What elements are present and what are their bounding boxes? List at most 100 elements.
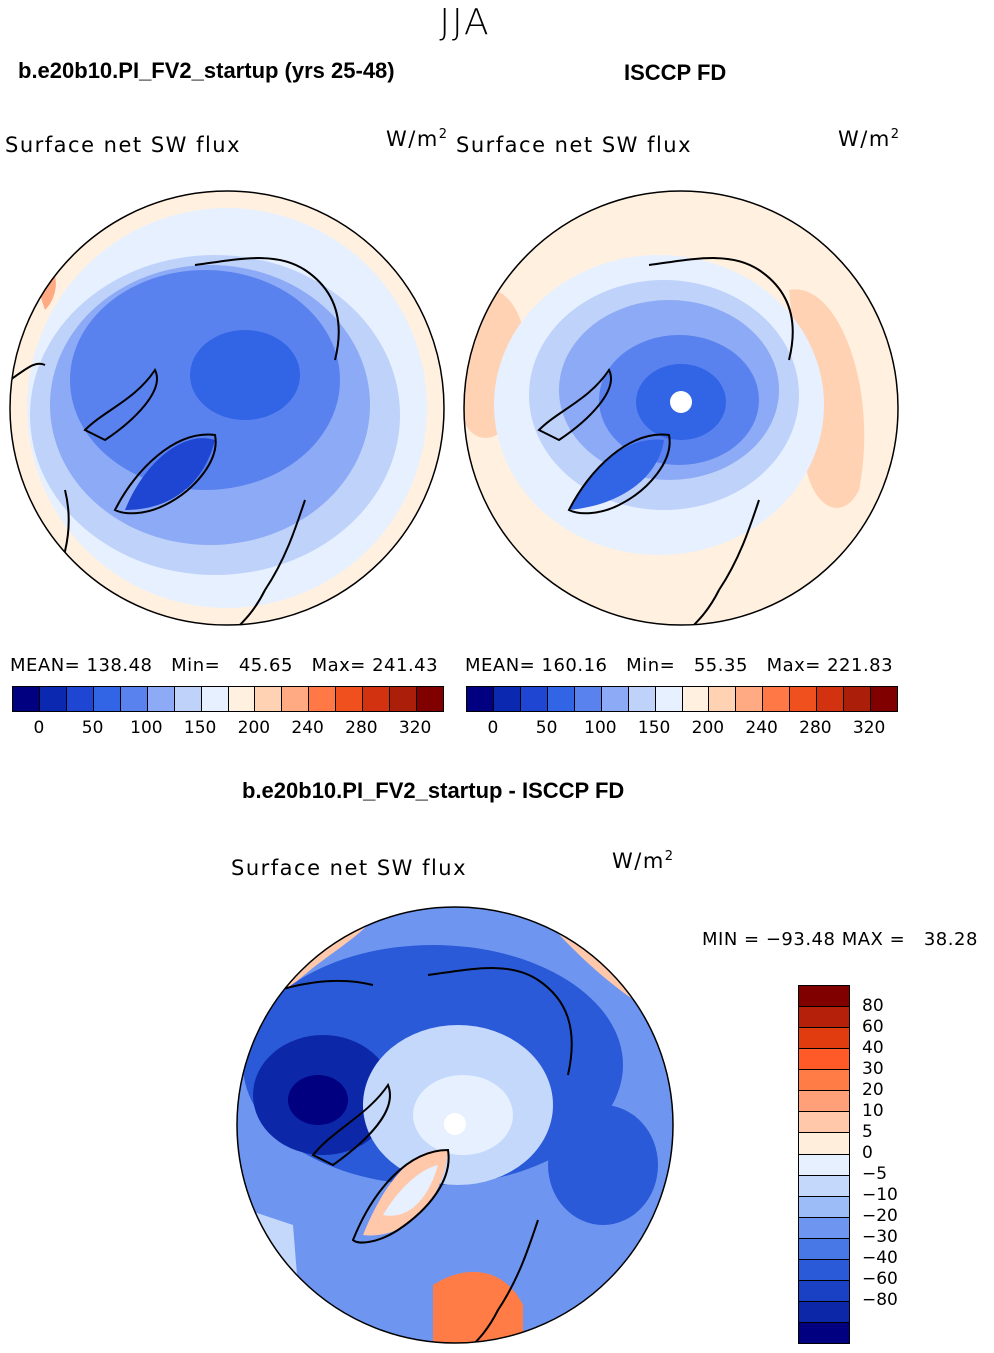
obs-colorbar — [466, 686, 898, 712]
colorbar-tick-label: 200 — [691, 718, 725, 738]
diff-units-label: W/m2 — [612, 849, 675, 873]
colorbar-swatch — [493, 687, 521, 711]
colorbar-swatch — [817, 687, 845, 711]
obs-title: ISCCP FD — [624, 60, 727, 85]
right-stats: MEAN= 160.16 Min= 55.35 Max= 221.83 — [465, 655, 894, 676]
colorbar-swatch — [799, 1280, 849, 1302]
colorbar-swatch — [363, 687, 391, 711]
colorbar-swatch — [336, 687, 364, 711]
colorbar-tick-label: −40 — [862, 1248, 898, 1268]
colorbar-swatch — [799, 1259, 849, 1281]
colorbar-swatch — [255, 687, 283, 711]
colorbar-tick-label: −10 — [862, 1185, 898, 1205]
colorbar-swatch — [201, 687, 229, 711]
right-variable-label: Surface net SW flux — [456, 133, 693, 157]
colorbar-swatch — [682, 687, 710, 711]
left-stats: MEAN= 138.48 Min= 45.65 Max= 241.43 — [10, 655, 439, 676]
colorbar-swatch — [520, 687, 548, 711]
colorbar-tick-label: 50 — [535, 718, 558, 738]
colorbar-swatch — [709, 687, 737, 711]
colorbar-tick-label: −20 — [862, 1206, 898, 1226]
colorbar-tick-label: 240 — [291, 718, 324, 738]
colorbar-tick-label: 50 — [81, 718, 104, 738]
colorbar-swatch — [799, 1070, 849, 1092]
model-polar-map — [9, 190, 445, 626]
colorbar-swatch — [93, 687, 121, 711]
colorbar-tick-label: 320 — [398, 718, 432, 738]
map-border — [236, 906, 674, 1344]
difference-colorbar — [798, 985, 850, 1344]
left-units-label: W/m2 — [386, 127, 449, 151]
difference-title: b.e20b10.PI_FV2_startup - ISCCP FD — [242, 778, 625, 803]
colorbar-swatch — [799, 1091, 849, 1113]
colorbar-swatch — [799, 1028, 849, 1050]
colorbar-tick-label: −60 — [862, 1269, 898, 1289]
colorbar-tick-label: 150 — [637, 718, 671, 738]
colorbar-swatch — [574, 687, 602, 711]
colorbar-swatch — [736, 687, 764, 711]
diff-min-max: MIN = −93.48 MAX = 38.28 — [702, 929, 978, 950]
missing-data-pole — [444, 1113, 466, 1135]
colorbar-tick-label: 200 — [237, 718, 271, 738]
colorbar-swatch — [799, 1112, 849, 1134]
missing-data-pole — [670, 391, 692, 413]
colorbar-tick-label: 280 — [345, 718, 378, 738]
colorbar-tick-label: 240 — [745, 718, 778, 738]
colorbar-swatch — [13, 687, 40, 711]
colorbar-tick-label: 0 — [33, 718, 45, 738]
colorbar-swatch — [763, 687, 791, 711]
colorbar-swatch — [799, 1154, 849, 1176]
map-border — [9, 190, 445, 626]
colorbar-swatch — [799, 1217, 849, 1239]
colorbar-swatch — [790, 687, 818, 711]
colorbar-swatch — [799, 1133, 849, 1155]
diff-variable-label: Surface net SW flux — [231, 856, 468, 880]
map-border — [463, 190, 899, 626]
colorbar-tick-label: 320 — [852, 718, 886, 738]
colorbar-swatch — [628, 687, 656, 711]
model-case-title: b.e20b10.PI_FV2_startup (yrs 25-48) — [18, 58, 395, 83]
colorbar-swatch — [390, 687, 418, 711]
colorbar-swatch — [282, 687, 310, 711]
coastlines — [537, 257, 794, 625]
colorbar-swatch — [174, 687, 202, 711]
colorbar-swatch — [547, 687, 575, 711]
colorbar-swatch — [147, 687, 175, 711]
colorbar-tick-label: 280 — [799, 718, 832, 738]
obs-polar-map — [463, 190, 899, 626]
map-fill-deep-blue — [190, 330, 300, 420]
model-colorbar — [12, 686, 444, 712]
left-variable-label: Surface net SW flux — [5, 133, 242, 157]
colorbar-tick-label: 30 — [862, 1059, 884, 1079]
colorbar-tick-label: 5 — [862, 1122, 873, 1142]
colorbar-tick-label: 100 — [584, 718, 617, 738]
colorbar-tick-label: 0 — [487, 718, 499, 738]
colorbar-tick-label: 10 — [862, 1101, 884, 1121]
colorbar-swatch — [799, 1238, 849, 1260]
colorbar-swatch — [871, 687, 897, 711]
colorbar-swatch — [601, 687, 629, 711]
greenland-fill — [125, 438, 215, 510]
colorbar-tick-label: 0 — [862, 1143, 873, 1163]
colorbar-swatch — [39, 687, 67, 711]
colorbar-tick-label: 150 — [183, 718, 217, 738]
colorbar-swatch — [799, 1196, 849, 1218]
colorbar-swatch — [309, 687, 337, 711]
colorbar-swatch — [799, 986, 849, 1008]
colorbar-swatch — [799, 1175, 849, 1197]
difference-polar-map — [236, 906, 674, 1344]
colorbar-swatch — [799, 1323, 849, 1344]
colorbar-tick-label: 20 — [862, 1080, 884, 1100]
colorbar-swatch — [799, 1301, 849, 1323]
colorbar-tick-label: 40 — [862, 1038, 884, 1058]
colorbar-swatch — [120, 687, 148, 711]
colorbar-swatch — [799, 1007, 849, 1029]
colorbar-swatch — [655, 687, 683, 711]
colorbar-tick-label: 80 — [862, 996, 884, 1016]
colorbar-swatch — [467, 687, 494, 711]
colorbar-swatch — [417, 687, 443, 711]
right-units-label: W/m2 — [838, 127, 901, 151]
colorbar-tick-label: 100 — [130, 718, 163, 738]
colorbar-tick-label: −30 — [862, 1227, 898, 1247]
colorbar-swatch — [66, 687, 94, 711]
